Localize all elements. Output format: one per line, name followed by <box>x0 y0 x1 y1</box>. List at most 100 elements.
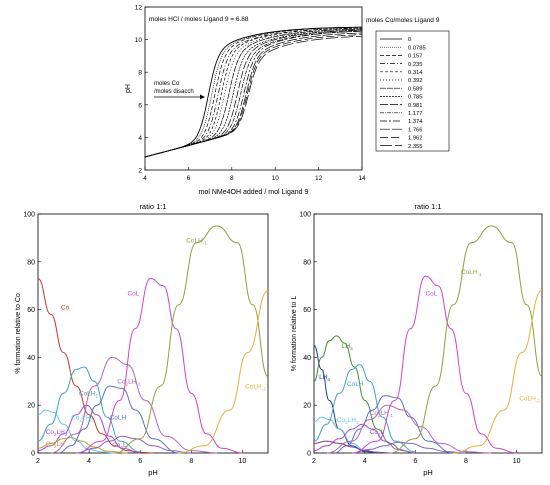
species-curve <box>58 385 179 454</box>
x-tick-label: 8 <box>189 458 193 465</box>
species-curve <box>76 277 243 454</box>
species-curve <box>37 278 154 454</box>
annotation-arrow-line2: /moles disacch <box>154 89 194 95</box>
x-axis-label: mol NMe4OH added / mol Ligand 9 <box>199 189 309 196</box>
x-tick-label: 6 <box>413 458 417 465</box>
species-label: CoLH-1 <box>186 238 207 246</box>
x-tick-label: 2 <box>312 458 316 465</box>
species-label: CoLH-2 <box>519 395 540 403</box>
titration-curve <box>144 35 362 158</box>
legend-entry: 0.0785 <box>408 45 426 51</box>
species-label: CoL <box>127 290 139 297</box>
species-curve <box>37 409 115 454</box>
species-label: Co2LH-1 <box>117 379 141 387</box>
species-curve <box>313 423 416 454</box>
y-tick-label: 20 <box>303 403 311 410</box>
species-label: CoLH-1 <box>461 269 482 277</box>
y-axis-label: % formation relative to Co <box>15 293 22 374</box>
x-tick-label: 4 <box>363 458 367 465</box>
legend-entry: 0.785 <box>408 95 423 101</box>
species-label: CoLH <box>347 381 364 388</box>
annotation-arrow-line1: moles Co <box>154 81 180 87</box>
species-label: CoL <box>425 290 437 297</box>
x-tick-label: 10 <box>513 458 521 465</box>
chart-title: ratio 1:1 <box>414 202 441 211</box>
species-label: Co2L <box>112 442 127 450</box>
species-label: Co2LH-1 <box>370 410 394 418</box>
legend-entry: 0.314 <box>408 70 423 76</box>
legend-entry: 0 <box>408 37 411 43</box>
annotation-ratio: moles HCl / moles Ligand 9 = 6.88 <box>149 16 249 23</box>
titration-curve <box>144 28 363 158</box>
y-tick-label: 40 <box>303 355 311 362</box>
legend-entry: 0.981 <box>408 103 423 109</box>
y-tick-label: 80 <box>303 259 311 266</box>
y-tick-label: 6 <box>138 102 142 109</box>
species-curve <box>37 436 128 454</box>
y-tick-label: 4 <box>138 135 142 142</box>
y-tick-label: 10 <box>135 37 143 44</box>
species-label: Co2LH2 <box>46 429 68 437</box>
y-axis-label: % formation relative to L <box>291 296 298 372</box>
x-axis-label: pH <box>423 468 433 477</box>
legend-title: moles Co/moles Ligand 9 <box>366 17 440 24</box>
legend-entry: 2.355 <box>408 144 423 150</box>
x-tick-label: 6 <box>187 175 191 182</box>
y-tick-label: 100 <box>299 212 311 219</box>
legend-entry: 0.589 <box>408 86 423 92</box>
species-curve <box>326 404 492 454</box>
species-label: LH4 <box>319 374 330 382</box>
legend-entry: 1.766 <box>408 127 423 133</box>
y-tick-label: 60 <box>303 307 311 314</box>
y-tick-label: 40 <box>27 355 35 362</box>
legend: 0 0.0785 0.157 0.235 0.314 0.392 0.589 0.785 0.9… <box>375 30 450 152</box>
x-tick-label: 2 <box>36 458 40 465</box>
species-label: CoLH2 <box>79 391 99 399</box>
legend-entry: 0.157 <box>408 54 423 60</box>
species-curve <box>114 225 269 454</box>
x-tick-label: 4 <box>87 458 91 465</box>
x-tick-label: 8 <box>230 175 234 182</box>
x-tick-label: 10 <box>239 458 247 465</box>
species-curve <box>351 275 517 454</box>
species-curve <box>76 435 192 454</box>
y-tick-label: 12 <box>135 5 143 12</box>
y-tick-label: 0 <box>307 451 311 458</box>
species-curve <box>313 335 416 454</box>
x-tick-label: 6 <box>138 458 142 465</box>
y-tick-label: 2 <box>138 168 142 175</box>
legend-entry: 1.177 <box>408 111 423 117</box>
x-tick-label: 14 <box>358 175 366 182</box>
species-curve <box>37 366 141 453</box>
x-axis-label: pH <box>148 468 158 477</box>
species-curve <box>313 440 391 454</box>
species-label: Co <box>61 305 70 312</box>
species-label: Co2L <box>370 429 385 437</box>
y-tick-label: 80 <box>27 259 35 266</box>
species-label: Co2LH3 <box>71 415 93 423</box>
legend-entry: 1.962 <box>408 136 423 142</box>
plot-frame <box>144 6 363 171</box>
species-label: LH3 <box>342 343 353 351</box>
annotation-arrowhead <box>200 94 205 100</box>
legend-entry: 1.374 <box>408 119 423 125</box>
titration-curve <box>144 34 363 158</box>
species-curve <box>351 441 467 454</box>
x-tick-label: 10 <box>272 175 280 182</box>
species-curve <box>313 364 416 453</box>
x-tick-label: 4 <box>143 175 147 182</box>
species-curve <box>453 290 543 454</box>
y-tick-label: 60 <box>27 307 35 314</box>
plot-frame <box>313 213 543 454</box>
y-tick-label: 20 <box>27 403 35 410</box>
species-label: CoLH-2 <box>245 383 266 391</box>
species-label: Co2LH3 <box>337 417 359 425</box>
legend-entry: 0.235 <box>408 62 423 68</box>
legend-box <box>375 30 450 152</box>
species-label: CoLH <box>110 415 127 422</box>
species-curve <box>334 395 454 454</box>
